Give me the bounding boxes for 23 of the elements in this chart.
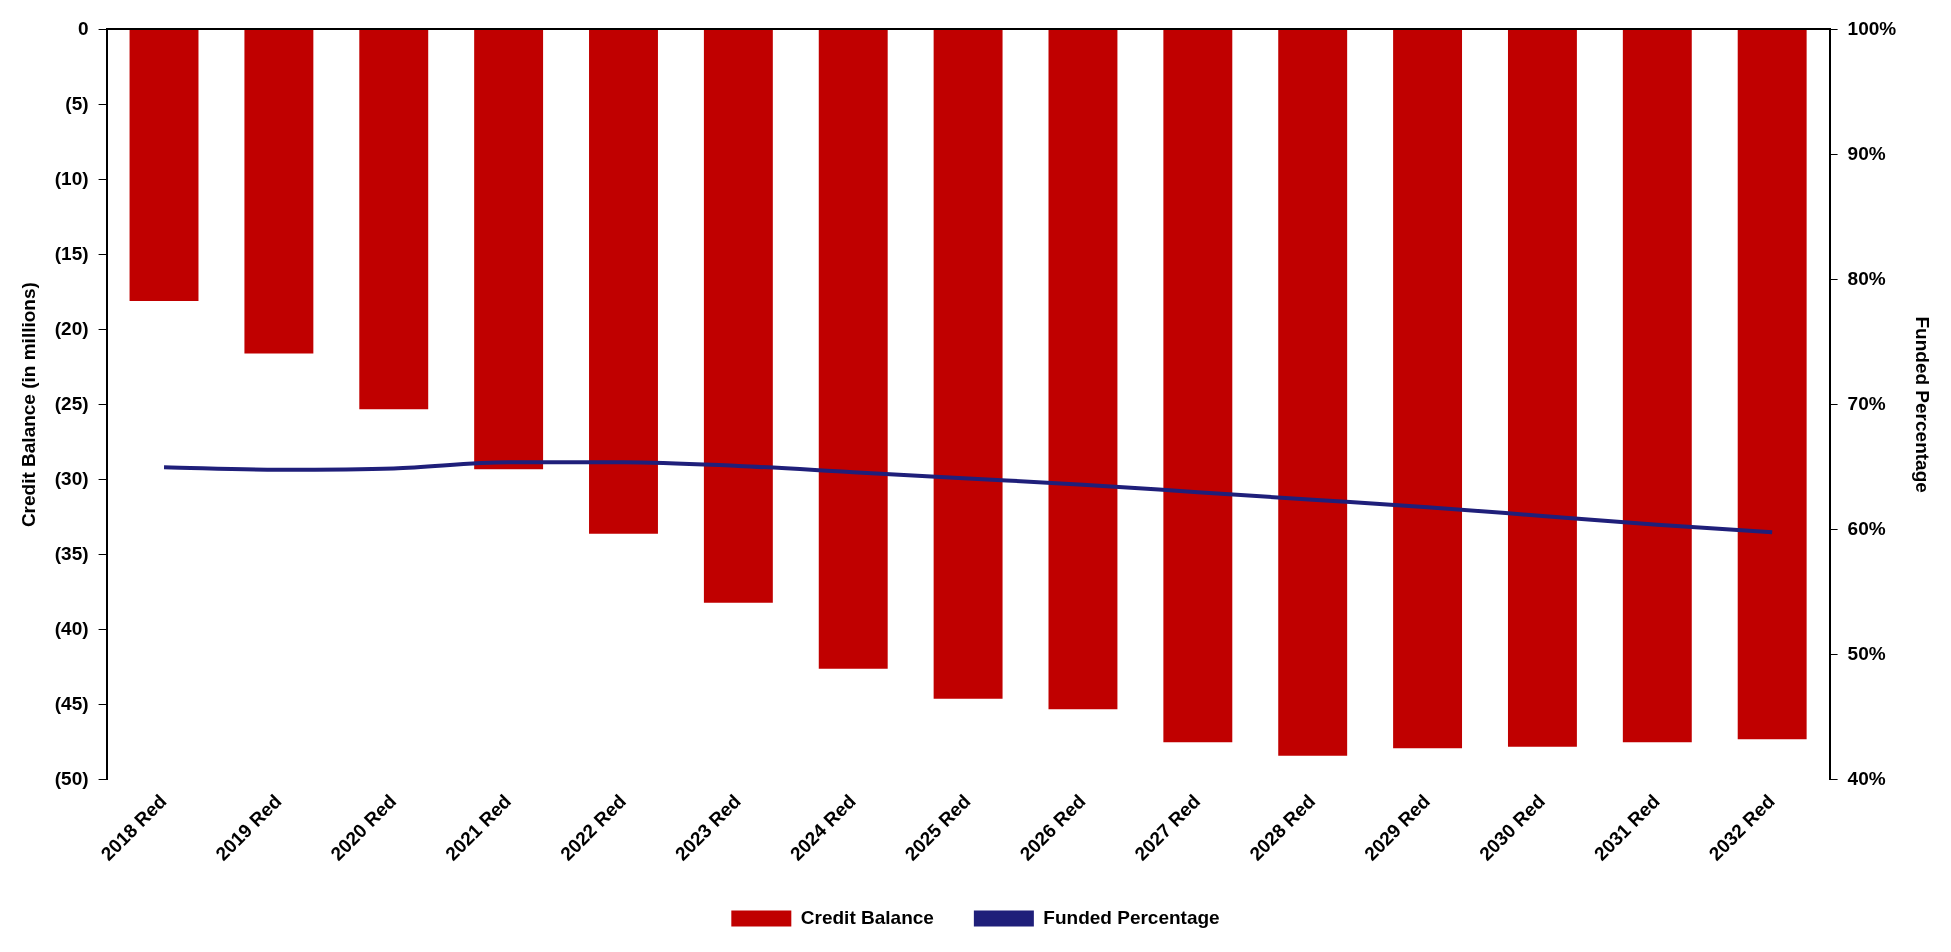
y2-tick-label: 60% <box>1847 517 1886 539</box>
y-tick-label: (5) <box>65 92 89 114</box>
y2-tick-label: 40% <box>1847 768 1886 790</box>
y2-axis-title: Funded Percentage <box>1912 316 1934 493</box>
y-tick-label: (35) <box>54 542 89 564</box>
y-tick-label: 0 <box>78 17 89 39</box>
y-tick-label: (45) <box>54 693 89 715</box>
line-series <box>162 460 1775 535</box>
y-tick-label: (20) <box>54 317 89 339</box>
y-tick-label: (25) <box>54 392 89 414</box>
y2-tick-label: 50% <box>1847 643 1886 665</box>
y2-tick-label: 70% <box>1847 392 1886 414</box>
legend-label: Funded Percentage <box>1043 906 1220 928</box>
y2-tick-label: 90% <box>1847 142 1886 164</box>
y2-tick-label: 100% <box>1847 17 1897 39</box>
legend-label: Credit Balance <box>800 906 934 928</box>
y-tick-label: (10) <box>54 167 89 189</box>
y-tick-label: (40) <box>54 618 89 640</box>
y-axis-title: Credit Balance (in millions) <box>17 282 39 528</box>
y2-tick-label: 80% <box>1847 267 1886 289</box>
y-tick-label: (50) <box>54 768 89 790</box>
y-tick-label: (30) <box>54 467 89 489</box>
y-tick-label: (15) <box>54 242 89 264</box>
